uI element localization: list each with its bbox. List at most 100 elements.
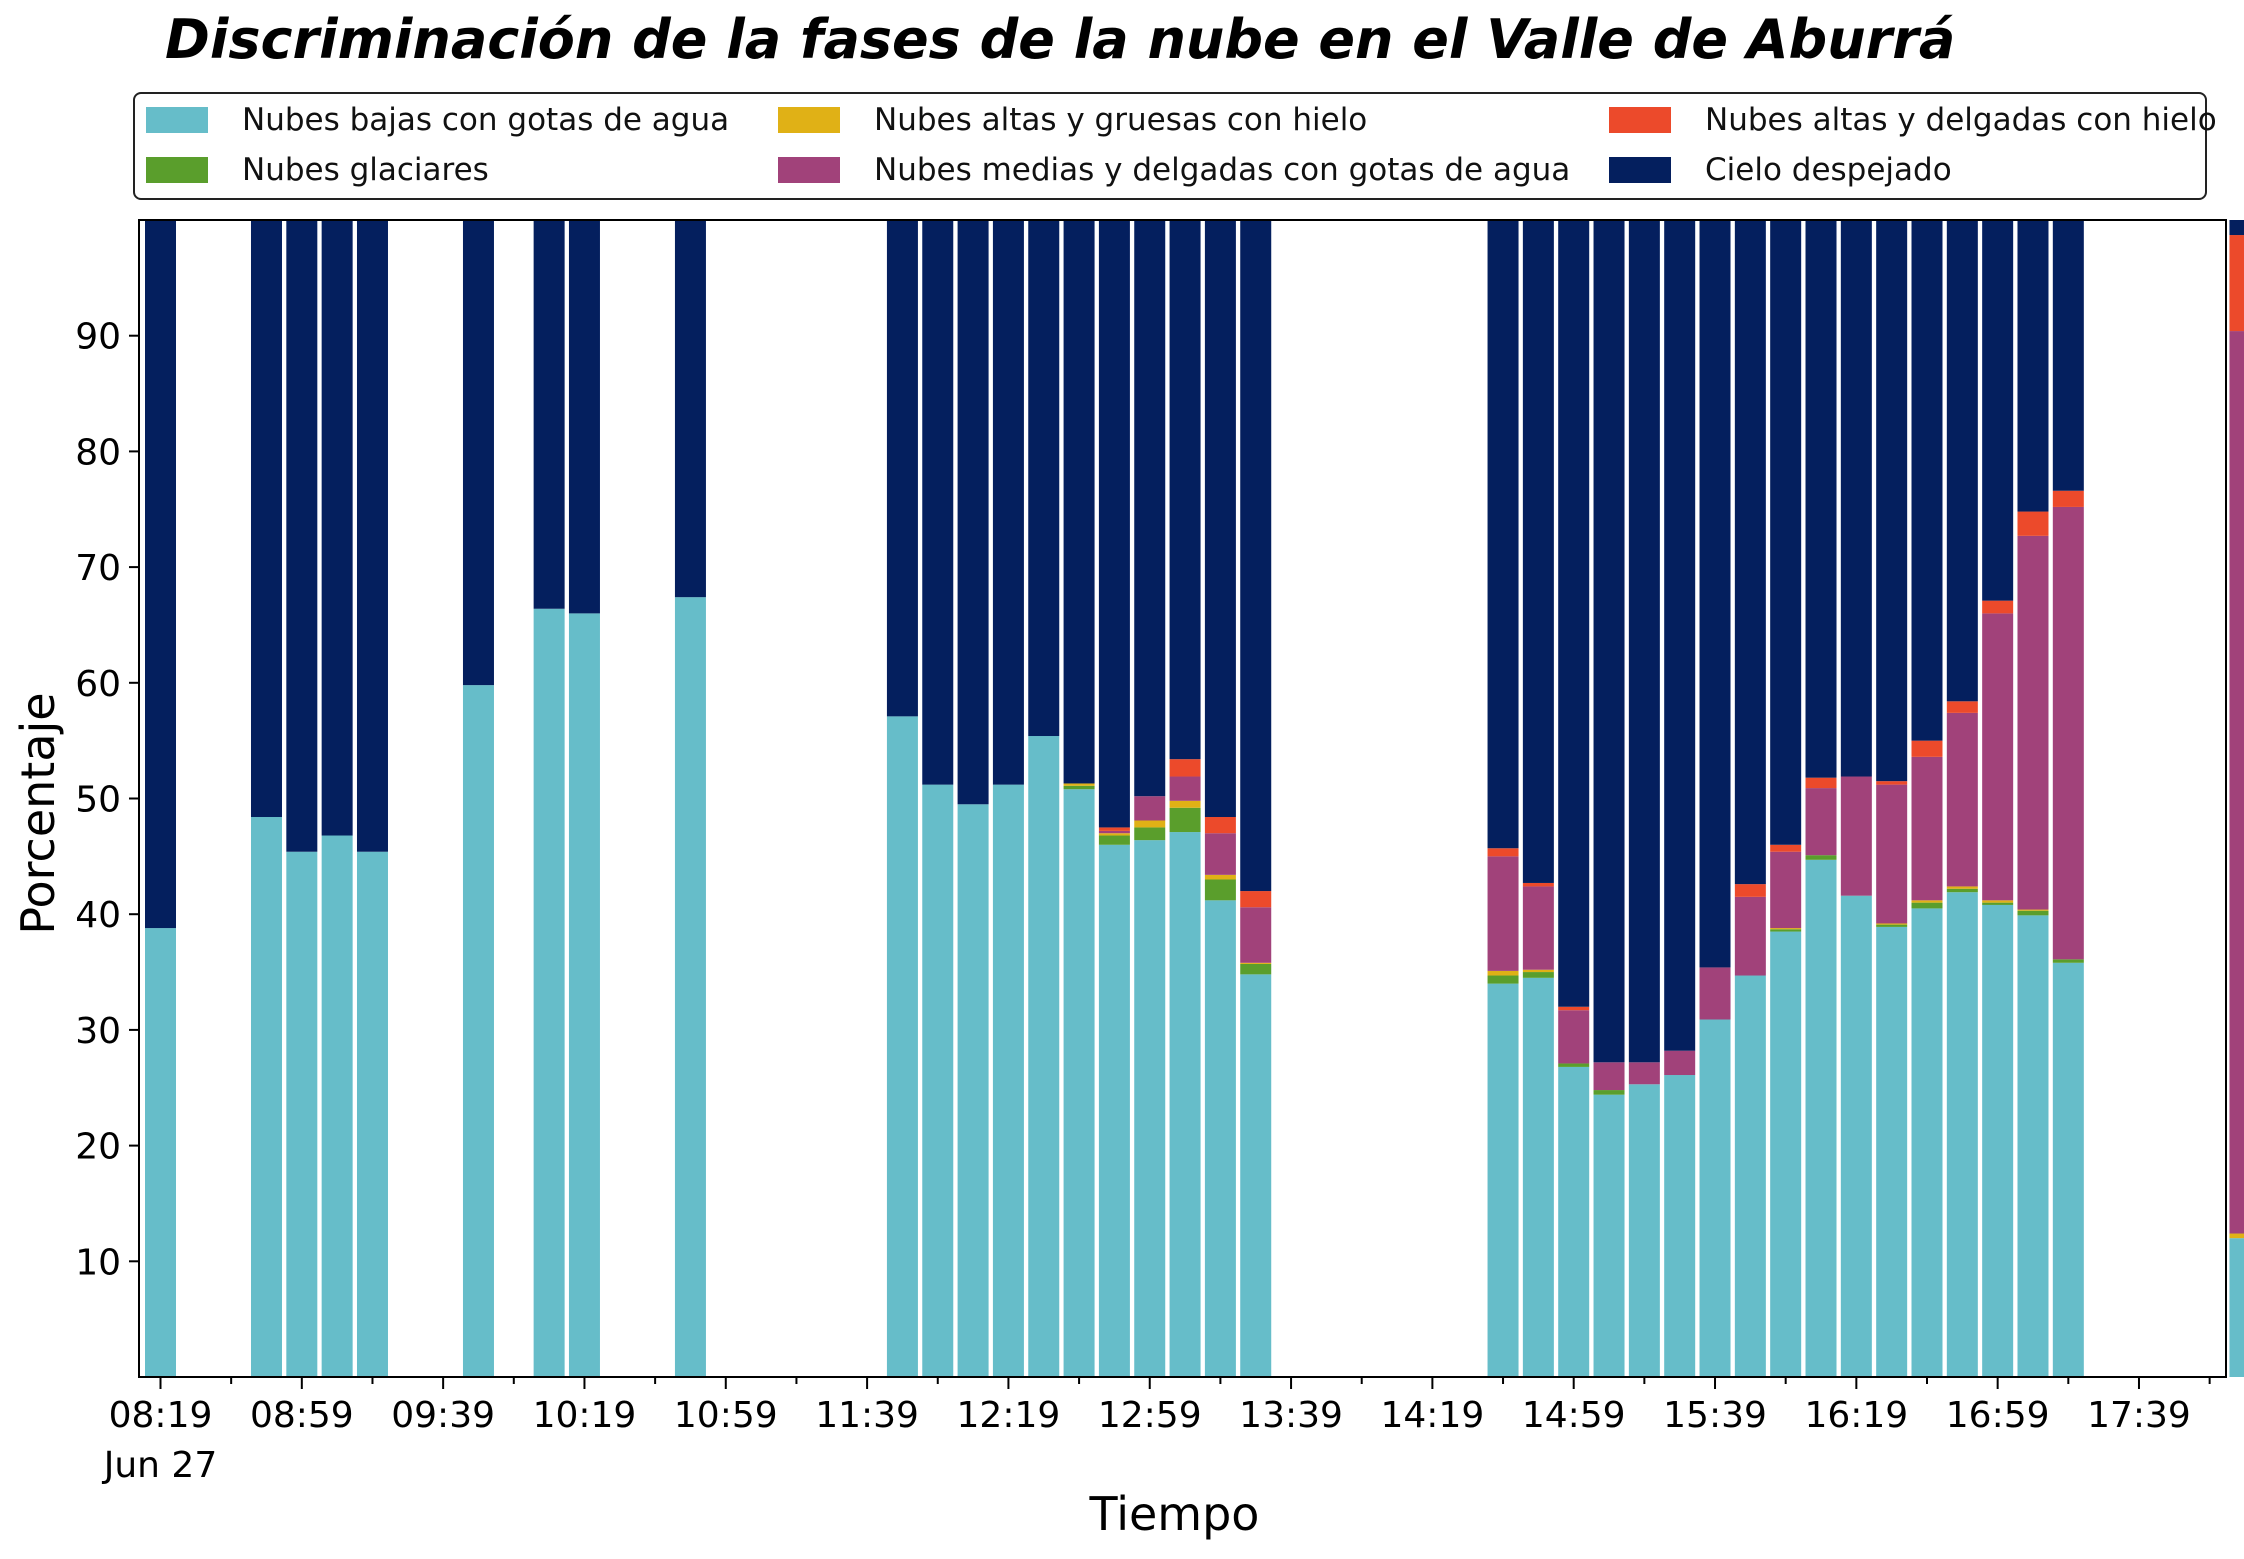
bar-segment-1029-s0 xyxy=(674,597,706,1377)
bar-segment-1404-s5 xyxy=(1522,220,1554,883)
bar-segment-1154-s1 xyxy=(1063,785,1095,790)
bar-segment-1359-s2 xyxy=(1487,970,1519,976)
x-tick-label-1019: 10:19 xyxy=(533,1395,637,1436)
x-axis-label: Tiempo xyxy=(1089,1487,1260,1541)
bar-segment-1449-s0 xyxy=(1840,895,1872,1377)
bar-segment-1214-s5 xyxy=(1204,220,1236,818)
bar-segment-1129-s5 xyxy=(886,220,918,717)
bar-segment-1514-s3 xyxy=(2017,535,2049,910)
bar-segment-1509-s1 xyxy=(1982,902,2014,905)
bar-segment-1509-s5 xyxy=(1982,220,2014,601)
bar-segment-1214-s0 xyxy=(1204,900,1236,1377)
bar-segment-1419-s3 xyxy=(1628,1062,1660,1085)
bar-1129 xyxy=(886,220,918,1377)
bar-segment-1144-s0 xyxy=(992,784,1024,1377)
legend-label-glacier-clouds: Nubes glaciares xyxy=(242,152,489,188)
bar-1139 xyxy=(957,220,989,1377)
y-tick-label-50: 50 xyxy=(75,780,121,821)
bar-segment-1444-s3 xyxy=(1805,788,1837,856)
bars-layer xyxy=(145,220,2244,1377)
bar-1204 xyxy=(1134,220,1166,1377)
bar-segment-1534-s5 xyxy=(2229,220,2244,236)
bar-segment-1459-s4 xyxy=(1911,740,1943,757)
bar-segment-1439-s2 xyxy=(1770,928,1802,930)
bar-segment-1204-s0 xyxy=(1134,840,1166,1377)
bar-segment-1204-s3 xyxy=(1134,796,1166,821)
y-axis: 10 20 30 40 50 60 70 80 90 xyxy=(75,317,139,1283)
bar-segment-1519-s3 xyxy=(2052,506,2084,960)
bar-1519 xyxy=(2052,220,2084,1377)
bar-segment-0859-s0 xyxy=(321,835,353,1377)
bar-segment-1029-s5 xyxy=(674,220,706,598)
bar-segment-1409-s5 xyxy=(1558,220,1590,1007)
bar-segment-0854-s5 xyxy=(286,220,318,852)
bar-segment-0949-s5 xyxy=(462,220,494,686)
x-tick-label-1219: 12:19 xyxy=(957,1395,1061,1436)
bar-segment-1434-s4 xyxy=(1734,884,1766,897)
bar-segment-1214-s1 xyxy=(1204,879,1236,901)
bar-0849 xyxy=(250,220,282,1377)
x-tick-label-1739: 17:39 xyxy=(2087,1395,2191,1436)
bar-segment-1534-s4 xyxy=(2229,235,2244,332)
bar-0904 xyxy=(356,220,388,1377)
bar-1409 xyxy=(1558,220,1590,1377)
bar-0854 xyxy=(286,220,318,1377)
y-tick-label-30: 30 xyxy=(75,1011,121,1052)
bar-segment-1359-s5 xyxy=(1487,220,1519,849)
y-tick-label-40: 40 xyxy=(75,895,121,936)
bar-segment-1409-s0 xyxy=(1558,1066,1590,1377)
bar-segment-1219-s5 xyxy=(1240,220,1272,892)
bar-segment-0949-s0 xyxy=(462,685,494,1377)
bar-segment-1519-s5 xyxy=(2052,220,2084,491)
bar-segment-1534-s3 xyxy=(2229,331,2244,1234)
bar-segment-1454-s4 xyxy=(1876,781,1908,785)
bar-0819 xyxy=(145,220,176,1377)
bar-segment-1014-s5 xyxy=(568,220,600,614)
bar-segment-1504-s0 xyxy=(1946,892,1978,1377)
legend-swatch-glacier-clouds xyxy=(146,157,208,183)
bar-segment-1459-s1 xyxy=(1911,902,1943,909)
bar-segment-1424-s3 xyxy=(1664,1050,1696,1076)
chart-title: Discriminación de la fases de la nube en… xyxy=(165,8,1956,71)
bar-segment-1404-s2 xyxy=(1522,969,1554,973)
bar-segment-1534-s2 xyxy=(2229,1233,2244,1239)
y-tick-label-20: 20 xyxy=(75,1127,121,1168)
bar-1449 xyxy=(1840,220,1872,1377)
legend-swatch-clear-sky xyxy=(1609,157,1671,183)
bar-segment-1514-s1 xyxy=(2017,910,2049,916)
bar-segment-1444-s0 xyxy=(1805,859,1837,1377)
bar-segment-1154-s5 xyxy=(1063,220,1095,784)
bar-segment-1414-s0 xyxy=(1593,1094,1625,1377)
bar-segment-1219-s1 xyxy=(1240,963,1272,975)
legend-item-mid-thin-water: Nubes medias y delgadas con gotas de agu… xyxy=(778,150,1570,190)
bar-segment-1424-s5 xyxy=(1664,220,1696,1051)
bar-segment-1439-s0 xyxy=(1770,931,1802,1377)
bar-1429 xyxy=(1699,220,1731,1377)
legend-item-glacier-clouds: Nubes glaciares xyxy=(146,150,489,190)
bar-segment-1429-s0 xyxy=(1699,1019,1731,1377)
plot-frame xyxy=(138,219,2227,1378)
bar-segment-1209-s1 xyxy=(1169,807,1201,833)
legend-item-low-clouds: Nubes bajas con gotas de agua xyxy=(146,100,729,140)
bar-segment-1434-s0 xyxy=(1734,975,1766,1377)
legend-swatch-low-clouds xyxy=(146,107,208,133)
legend-label-high-thin-ice: Nubes altas y delgadas con hielo xyxy=(1705,102,2217,138)
bar-segment-1504-s5 xyxy=(1946,220,1978,702)
bar-segment-1144-s5 xyxy=(992,220,1024,785)
x-tick-label-1459: 14:59 xyxy=(1522,1395,1626,1436)
bar-segment-1159-s0 xyxy=(1098,844,1130,1377)
bar-1509 xyxy=(1982,220,2014,1377)
bar-segment-1409-s1 xyxy=(1558,1063,1590,1067)
x-tick-label-1059: 10:59 xyxy=(674,1395,778,1436)
bar-segment-1414-s5 xyxy=(1593,220,1625,1063)
bar-1029 xyxy=(674,220,706,1377)
bar-1439 xyxy=(1770,220,1802,1377)
legend-swatch-mid-thin-water xyxy=(778,157,840,183)
bar-segment-1209-s0 xyxy=(1169,832,1201,1377)
bar-segment-1504-s3 xyxy=(1946,712,1978,887)
bar-segment-1134-s0 xyxy=(922,784,954,1377)
bar-1159 xyxy=(1098,220,1130,1377)
bar-segment-1409-s3 xyxy=(1558,1010,1590,1064)
bar-segment-1129-s0 xyxy=(886,716,918,1377)
bar-segment-1159-s3 xyxy=(1098,830,1130,834)
